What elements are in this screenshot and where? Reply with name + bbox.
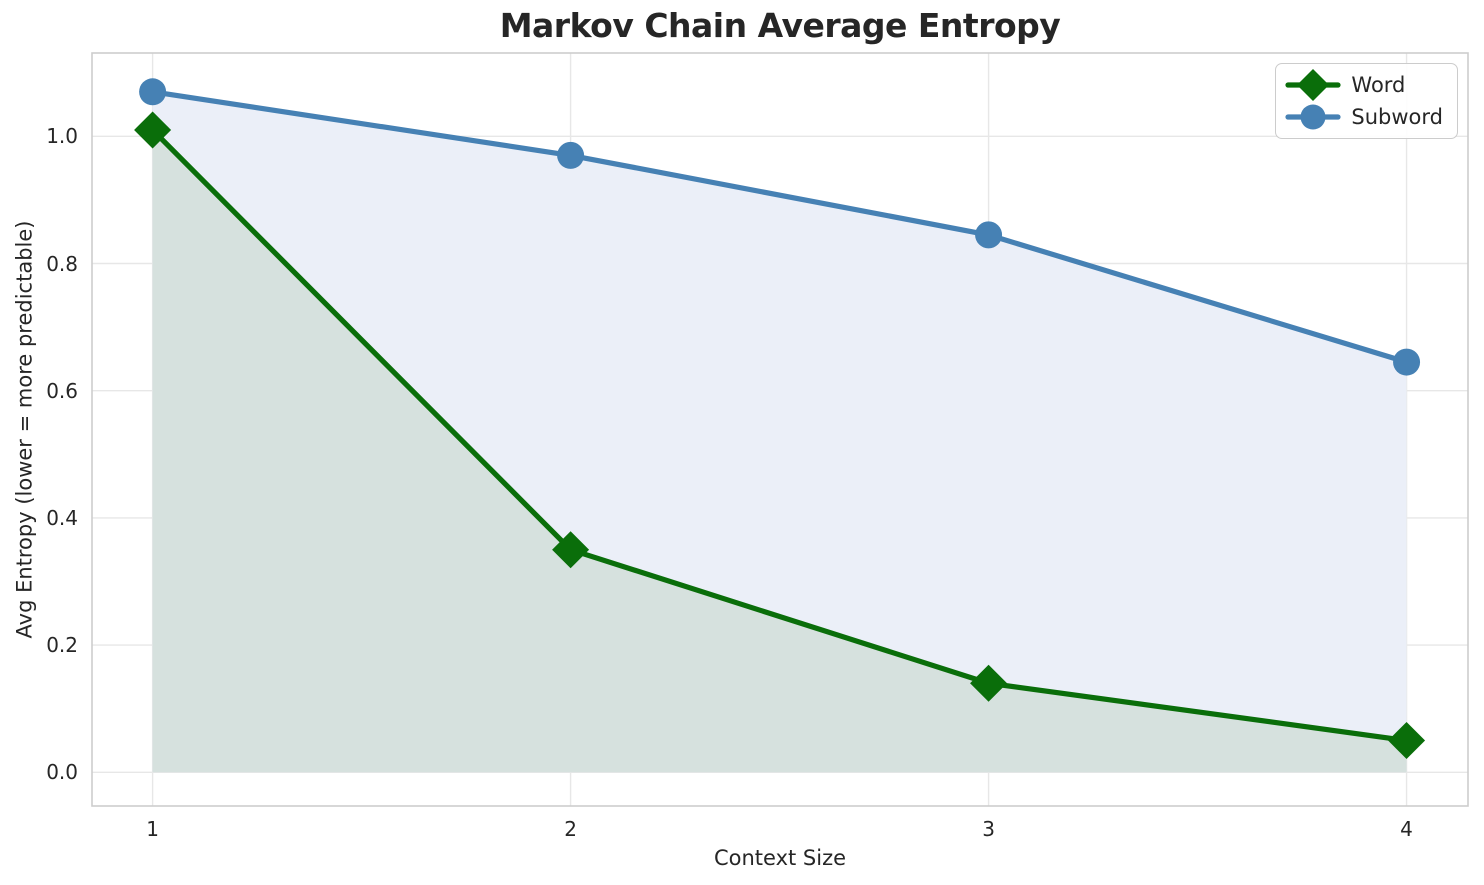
legend: Word Subword	[1275, 63, 1458, 139]
word-area	[152, 129, 1407, 773]
y-tick-label: 0.8	[46, 251, 78, 276]
legend-item-word: Word	[1285, 69, 1443, 101]
subword-series	[139, 78, 1421, 376]
plot-border	[91, 52, 1469, 807]
x-tick-label: 2	[564, 817, 577, 841]
y-tick-label: 0.6	[46, 378, 78, 403]
y-tick-label: 0.0	[46, 760, 78, 785]
x-tick-label: 1	[146, 817, 159, 841]
x-axis-title: Context Size	[713, 846, 847, 870]
subword-circle-marker-icon	[1285, 104, 1342, 130]
y-tick-label: 1.0	[46, 124, 78, 149]
legend-label-word: Word	[1351, 73, 1406, 97]
legend-label-subword: Subword	[1351, 105, 1443, 129]
word-series	[134, 111, 1426, 759]
y-axis-title: Avg Entropy (lower = more predictable)	[12, 220, 37, 639]
chart-title: Markov Chain Average Entropy	[499, 6, 1061, 45]
legend-item-subword: Subword	[1285, 101, 1443, 133]
y-tick-label: 0.2	[46, 633, 78, 658]
x-tick-label: 4	[1400, 817, 1413, 841]
y-tick-label: 0.4	[46, 505, 78, 530]
word-diamond-marker-icon	[1285, 69, 1342, 101]
x-tick-label: 3	[982, 817, 995, 841]
